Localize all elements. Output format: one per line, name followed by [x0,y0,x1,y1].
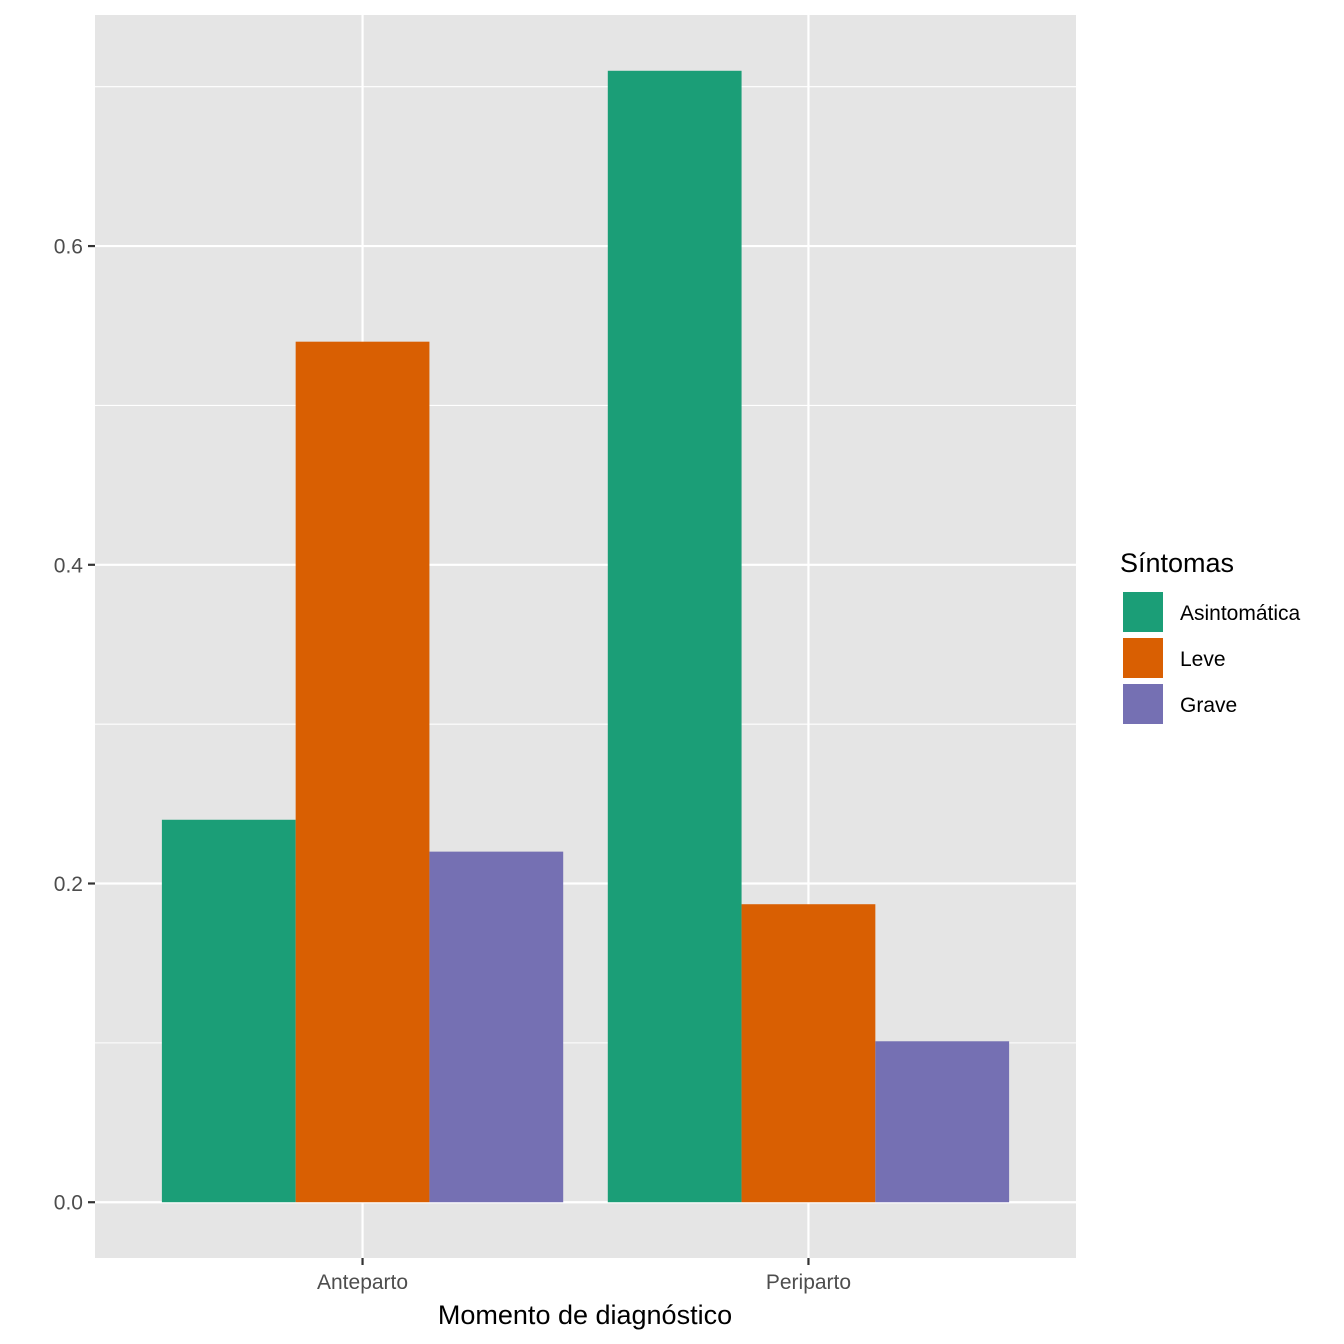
bar [741,904,876,1203]
bar [295,341,430,1203]
bars [161,70,1010,1203]
bar [161,819,296,1203]
y-tick-label: 0.6 [54,236,83,259]
legend-key [1123,638,1163,678]
x-tick-label: Anteparto [317,1271,408,1294]
x-tick-label: Periparto [766,1271,851,1294]
y-tick-label: 0.2 [54,873,83,896]
legend-key [1123,684,1163,724]
legend: Síntomas Asintomática Leve Grave [1120,548,1301,726]
y-axis: 0.0 0.2 0.4 0.6 [54,236,95,1215]
x-axis-title: Momento de diagnóstico [438,1300,732,1330]
x-axis: Anteparto Periparto [317,1258,851,1294]
y-tick-label: 0.4 [54,554,84,577]
bar [607,70,742,1203]
y-tick-label: 0.0 [54,1192,83,1215]
legend-label: Leve [1180,648,1226,671]
bar [429,851,564,1203]
legend-key [1123,592,1163,632]
bar [875,1041,1010,1203]
legend-title: Síntomas [1120,548,1234,578]
legend-label: Grave [1180,694,1237,717]
legend-label: Asintomática [1180,602,1301,625]
